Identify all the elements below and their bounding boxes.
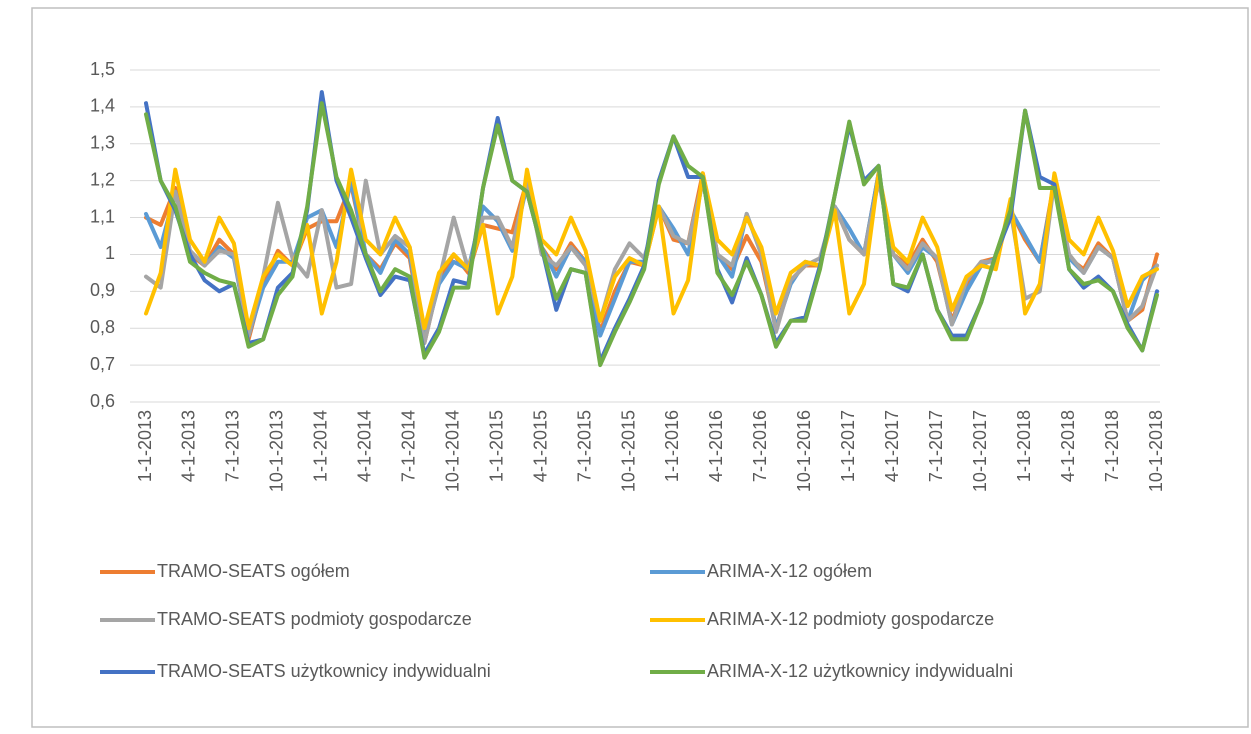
x-tick-label: 1-1-2013 <box>135 410 155 482</box>
y-tick-label: 0,9 <box>90 280 115 300</box>
legend-label: ARIMA-X-12 ogółem <box>707 561 872 581</box>
x-tick-label: 10-1-2018 <box>1146 410 1166 492</box>
y-tick-label: 1,1 <box>90 206 115 226</box>
x-tick-label: 4-1-2013 <box>179 410 199 482</box>
y-tick-label: 0,7 <box>90 354 115 374</box>
y-tick-label: 1,5 <box>90 59 115 79</box>
x-tick-label: 4-1-2014 <box>355 410 375 482</box>
x-tick-label: 10-1-2014 <box>442 410 462 492</box>
legend-label: TRAMO-SEATS użytkownicy indywidualni <box>157 661 491 681</box>
legend-label: TRAMO-SEATS podmioty gospodarcze <box>157 609 472 629</box>
y-tick-label: 0,6 <box>90 391 115 411</box>
x-tick-label: 4-1-2018 <box>1058 410 1078 482</box>
x-tick-label: 10-1-2016 <box>794 410 814 492</box>
x-tick-label: 10-1-2017 <box>970 410 990 492</box>
legend-label: ARIMA-X-12 użytkownicy indywidualni <box>707 661 1013 681</box>
x-tick-label: 7-1-2016 <box>750 410 770 482</box>
y-tick-label: 1,4 <box>90 96 115 116</box>
x-tick-label: 1-1-2015 <box>486 410 506 482</box>
x-tick-label: 4-1-2015 <box>530 410 550 482</box>
y-tick-label: 0,8 <box>90 317 115 337</box>
x-tick-label: 7-1-2018 <box>1102 410 1122 482</box>
y-tick-label: 1 <box>105 243 115 263</box>
x-tick-label: 7-1-2015 <box>574 410 594 482</box>
y-tick-label: 1,3 <box>90 133 115 153</box>
series-line <box>144 101 1159 368</box>
x-tick-label: 10-1-2015 <box>618 410 638 492</box>
x-tick-label: 1-1-2014 <box>311 410 331 482</box>
x-tick-label: 1-1-2016 <box>662 410 682 482</box>
x-tick-label: 4-1-2017 <box>882 410 902 482</box>
x-tick-label: 4-1-2016 <box>706 410 726 482</box>
x-tick-label: 7-1-2013 <box>223 410 243 482</box>
x-tick-label: 1-1-2018 <box>1014 410 1034 482</box>
y-tick-label: 1,2 <box>90 169 115 189</box>
x-tick-label: 10-1-2013 <box>267 410 287 492</box>
x-tick-label: 7-1-2014 <box>398 410 418 482</box>
chart-frame <box>31 7 1249 728</box>
x-tick-label: 1-1-2017 <box>838 410 858 482</box>
x-tick-label: 7-1-2017 <box>926 410 946 482</box>
legend-label: ARIMA-X-12 podmioty gospodarcze <box>707 609 994 629</box>
legend-label: TRAMO-SEATS ogółem <box>157 561 350 581</box>
